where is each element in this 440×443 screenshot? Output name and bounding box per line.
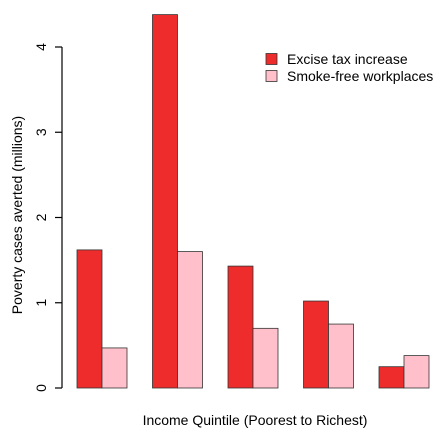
bar-excise-tax-3 — [227, 265, 254, 389]
bar-smoke-free-3 — [252, 327, 279, 389]
bar-excise-tax-2 — [152, 14, 178, 389]
legend-swatch — [265, 53, 278, 65]
y-tick-label: 1 — [33, 299, 49, 307]
legend-label: Excise tax increase — [287, 51, 408, 67]
bar-excise-tax-1 — [76, 249, 103, 389]
legend-swatch — [265, 70, 278, 82]
bar-smoke-free-1 — [101, 347, 128, 389]
y-axis-title: Poverty cases averted (millions) — [9, 116, 25, 314]
y-axis: 0 1 2 3 4 — [33, 43, 63, 392]
y-tick-label: 4 — [33, 43, 49, 51]
y-tick-label: 3 — [33, 128, 49, 136]
bars — [76, 14, 430, 389]
bar-smoke-free-5 — [403, 355, 430, 389]
bar-excise-tax-5 — [378, 366, 405, 389]
bar-excise-tax-4 — [303, 300, 329, 389]
bar-smoke-free-2 — [177, 251, 203, 389]
y-tick-label: 2 — [33, 213, 49, 221]
bar-smoke-free-4 — [328, 323, 354, 389]
x-axis-title: Income Quintile (Poorest to Richest) — [143, 412, 368, 428]
y-tick-label: 0 — [33, 384, 49, 392]
legend-label: Smoke-free workplaces — [287, 68, 433, 84]
